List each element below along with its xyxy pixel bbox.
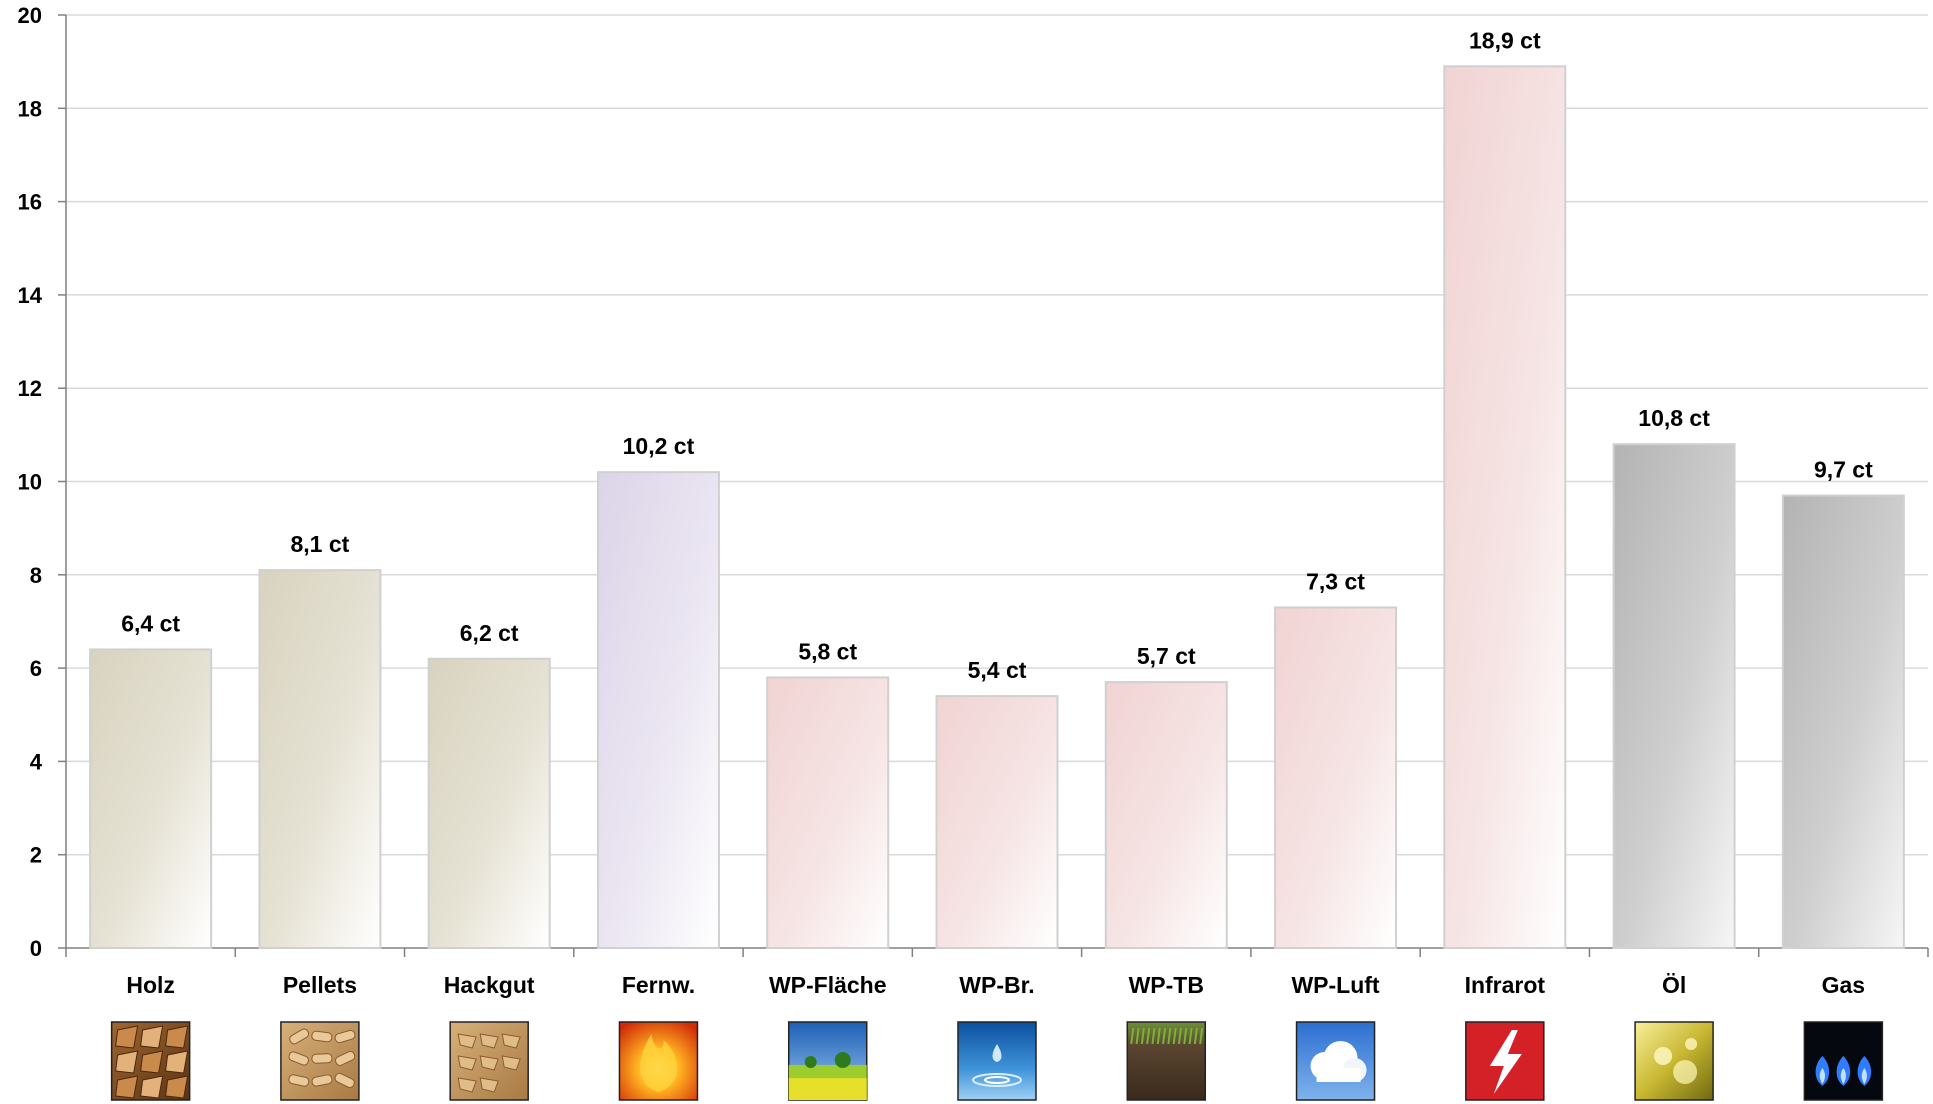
bar	[935, 695, 1059, 950]
lightning-icon	[1465, 1021, 1545, 1101]
bar	[1781, 494, 1905, 949]
data-label: 10,8 ct	[1638, 405, 1710, 431]
cloud-sky-icon	[1295, 1021, 1376, 1101]
bar	[1104, 681, 1228, 949]
data-label: 6,4 ct	[121, 610, 180, 636]
meadow-icon	[787, 1021, 868, 1101]
x-tick-label: WP-Br.	[959, 972, 1034, 998]
bars	[89, 65, 1905, 950]
bar	[258, 569, 382, 949]
x-tick-label: Hackgut	[444, 972, 535, 998]
oil-icon	[1634, 1021, 1714, 1101]
x-tick-label: Holz	[126, 972, 175, 998]
bar	[1612, 443, 1736, 949]
data-label: 6,2 ct	[460, 620, 519, 646]
x-tick-label: Fernw.	[622, 972, 695, 998]
category-labels: Holz Pellets Hackgut Fernw. WP-Fläche WP-Br. W…	[126, 972, 1865, 998]
data-label: 5,8 ct	[798, 638, 857, 664]
bar	[596, 471, 720, 949]
data-label: 9,7 ct	[1814, 456, 1873, 482]
gas-flame-icon	[1803, 1021, 1884, 1101]
data-label: 8,1 ct	[290, 531, 349, 557]
y-tick-label: 10	[18, 470, 42, 495]
y-tick-label: 14	[18, 283, 43, 308]
y-tick-label: 0	[30, 936, 42, 961]
y-tick-label: 2	[30, 843, 42, 868]
x-tick-label: WP-Luft	[1291, 972, 1379, 998]
data-label: 5,4 ct	[968, 657, 1027, 683]
bar	[1443, 65, 1567, 949]
data-label: 7,3 ct	[1306, 568, 1365, 594]
data-label: 18,9 ct	[1469, 27, 1541, 53]
y-tick-label: 16	[18, 190, 42, 215]
y-tick-label: 4	[30, 749, 43, 774]
y-tick-label: 6	[30, 656, 42, 681]
wood-chips-icon	[449, 1021, 529, 1101]
bar	[766, 676, 890, 949]
x-tick-label: Öl	[1662, 972, 1686, 998]
data-label: 5,7 ct	[1137, 643, 1196, 669]
x-tick-label: WP-TB	[1129, 972, 1204, 998]
data-label: 10,2 ct	[623, 433, 695, 459]
y-tick-label: 12	[18, 376, 42, 401]
y-tick-label: 20	[18, 3, 42, 28]
y-tick-label: 18	[18, 96, 42, 121]
bar	[427, 657, 551, 950]
data-labels: 6,4 ct 8,1 ct 6,2 ct 10,2 ct 5,8 ct 5,4 ct 5,7…	[121, 27, 1873, 683]
category-icons	[110, 1021, 1884, 1101]
flame-icon	[618, 1021, 699, 1101]
water-drop-icon	[957, 1021, 1037, 1101]
x-tick-label: WP-Fläche	[769, 972, 887, 998]
bar	[89, 648, 213, 949]
x-tick-label: Infrarot	[1465, 972, 1546, 998]
wood-pellets-icon	[280, 1021, 360, 1101]
firewood-icon	[110, 1021, 191, 1101]
x-tick-label: Pellets	[283, 972, 357, 998]
x-tick-label: Gas	[1822, 972, 1865, 998]
bar	[1274, 606, 1398, 950]
y-tick-label: 8	[30, 563, 42, 588]
soil-icon	[1126, 1021, 1207, 1101]
